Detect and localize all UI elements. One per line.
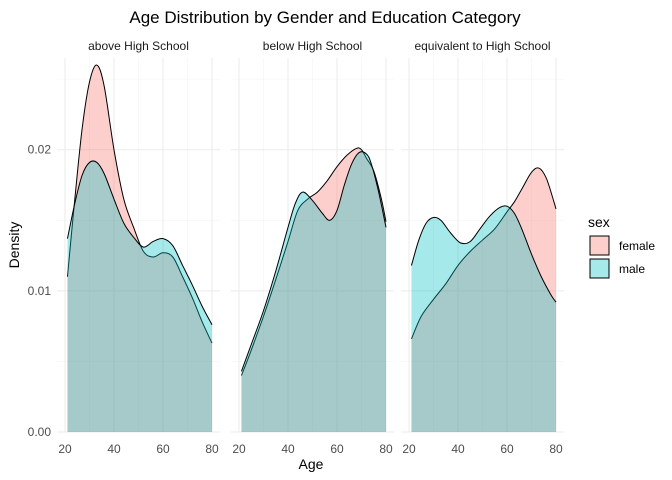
legend-key-bg (589, 258, 610, 279)
legend: sex female male (588, 214, 655, 279)
x-axis-title: Age (299, 456, 324, 472)
legend-key-male (589, 258, 610, 279)
density-area-female (241, 147, 386, 432)
density-area-male (67, 160, 212, 432)
density-line-male (410, 205, 557, 303)
density-area-female (411, 167, 556, 433)
facet-panel: above High School 20 40 60 80 (57, 39, 220, 456)
x-tick-label: 80 (205, 442, 219, 456)
density-line-female (66, 64, 213, 344)
chart-title: Age Distribution by Gender and Education… (129, 8, 521, 27)
facet-strip-label: above High School (88, 39, 189, 53)
y-tick-label: 0.02 (28, 143, 52, 157)
density-area-male (241, 151, 386, 432)
x-tick-label: 60 (156, 442, 170, 456)
density-line-male (240, 151, 387, 372)
legend-key-female (589, 235, 610, 256)
x-tick-label: 80 (379, 442, 393, 456)
legend-key-bg (589, 235, 610, 256)
x-tick-label: 40 (281, 442, 295, 456)
x-tick-label: 20 (232, 442, 246, 456)
facet-strip-label: below High School (263, 39, 362, 53)
density-area-female (67, 65, 212, 432)
density-line-female (410, 167, 557, 340)
density-line-female (240, 147, 387, 376)
legend-label-male: male (619, 262, 645, 276)
x-tick-label: 20 (402, 442, 416, 456)
y-axis-title: Density (6, 222, 22, 269)
x-tick-label: 40 (451, 442, 465, 456)
legend-label-female: female (619, 239, 655, 253)
facet-strip-label: equivalent to High School (414, 39, 550, 53)
x-tick-label: 60 (500, 442, 514, 456)
x-tick-label: 40 (107, 442, 121, 456)
density-area-male (411, 205, 556, 432)
x-tick-label: 60 (330, 442, 344, 456)
x-tick-label: 80 (549, 442, 563, 456)
facet-panel: below High School 20 40 60 80 (231, 39, 394, 456)
x-tick-label: 20 (58, 442, 72, 456)
y-tick-label: 0.00 (28, 425, 52, 439)
density-line-male (66, 160, 213, 325)
y-tick-label: 0.01 (28, 284, 52, 298)
facet-panel: equivalent to High School 20 40 60 80 (401, 39, 564, 456)
legend-title: sex (588, 214, 610, 230)
